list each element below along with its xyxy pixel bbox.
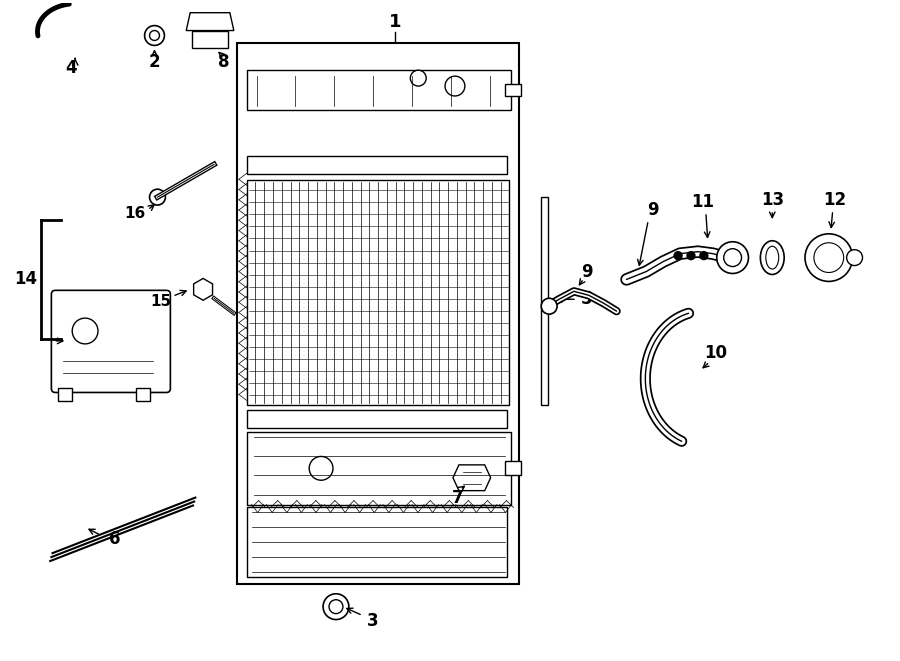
Text: 2: 2 [148,54,160,71]
Polygon shape [247,70,511,110]
Circle shape [541,298,557,314]
Circle shape [72,318,98,344]
Circle shape [847,250,862,266]
Circle shape [310,457,333,481]
Text: 3: 3 [367,611,379,629]
FancyBboxPatch shape [51,290,170,393]
Text: 9: 9 [647,201,659,219]
Text: 15: 15 [150,293,171,309]
Text: 9: 9 [581,262,593,280]
Text: 13: 13 [760,191,784,209]
Bar [193,30,228,48]
Circle shape [700,252,707,260]
Circle shape [687,252,695,260]
Circle shape [410,70,427,86]
Bar [247,508,507,577]
Text: 1: 1 [389,13,401,30]
Bar [247,410,507,428]
Text: 12: 12 [824,191,846,209]
Text: 4: 4 [66,59,77,77]
Text: 5: 5 [581,290,592,308]
Bar [247,180,509,405]
Bar [237,44,519,584]
Text: 6: 6 [109,530,121,548]
Circle shape [814,243,843,272]
Bar [247,157,507,175]
Circle shape [716,242,749,274]
Circle shape [323,594,349,619]
Circle shape [445,76,465,96]
Ellipse shape [760,241,784,274]
Polygon shape [505,84,521,96]
Text: 16: 16 [124,206,145,221]
Text: 11: 11 [691,193,715,211]
Circle shape [674,252,682,260]
Ellipse shape [766,246,778,269]
Circle shape [145,26,165,46]
Text: 10: 10 [704,344,727,362]
Polygon shape [505,461,521,475]
Bar [541,197,548,405]
Circle shape [149,30,159,40]
Polygon shape [186,13,234,30]
Circle shape [805,234,852,282]
Circle shape [329,600,343,613]
Polygon shape [247,432,511,504]
Circle shape [724,249,742,266]
Circle shape [149,189,166,205]
Text: 7: 7 [452,488,464,506]
Text: 14: 14 [14,270,37,288]
Bar [136,387,149,401]
Bar [58,387,72,401]
Polygon shape [453,465,490,490]
Text: 8: 8 [218,54,230,71]
